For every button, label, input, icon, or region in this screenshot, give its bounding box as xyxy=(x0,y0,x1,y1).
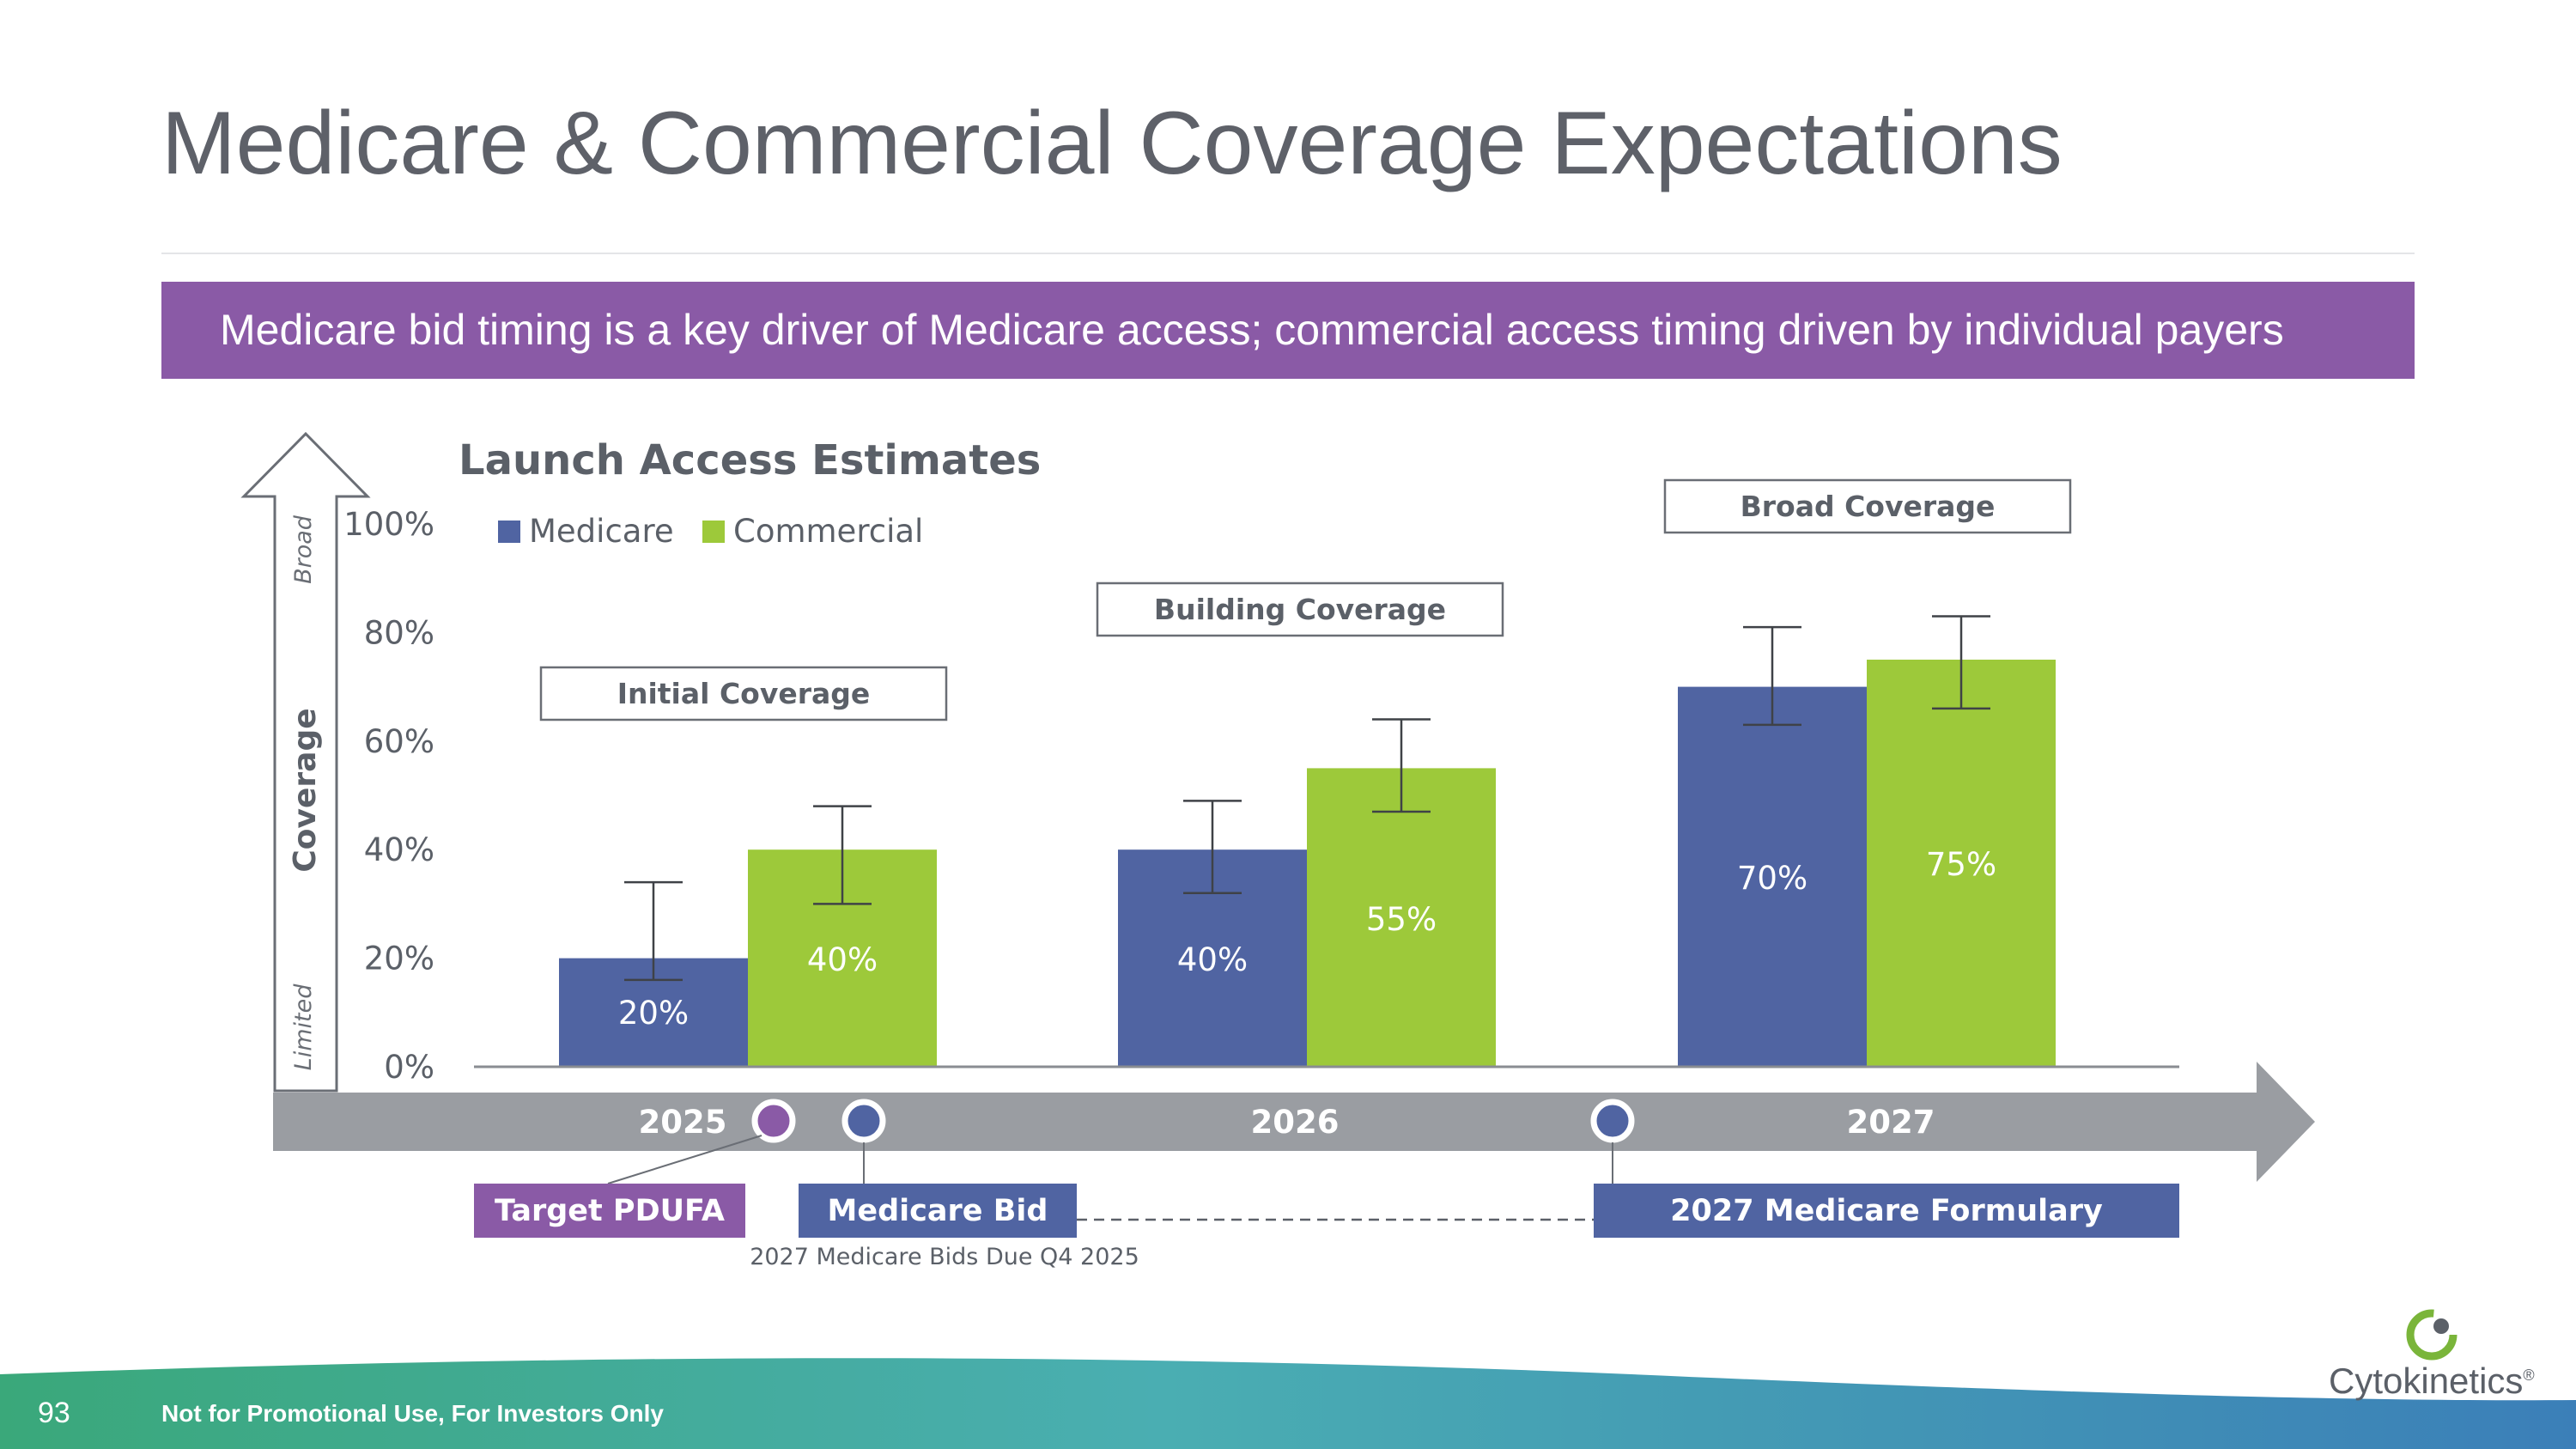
milestone-box-pdufa xyxy=(474,1184,745,1238)
coverage-axis-bottom-label: Limited xyxy=(290,983,317,1071)
legend-medicare-label: Medicare xyxy=(529,513,674,550)
coverage-axis-arrow xyxy=(240,431,371,1093)
company-logo-text: Cytokinetics® xyxy=(2329,1361,2535,1401)
timeline-year-2025: 2025 xyxy=(639,1104,727,1141)
y-tick-label: 100% xyxy=(343,506,434,543)
coverage-axis-title: Coverage xyxy=(288,708,323,872)
data-label-commercial-2025: 40% xyxy=(807,941,878,978)
phase-box-broad xyxy=(1663,478,2072,534)
data-label-medicare-2027: 70% xyxy=(1737,860,1807,897)
milestone-marker-formulary xyxy=(1590,1099,1635,1143)
error-bar-medicare-2027 xyxy=(1743,625,1801,727)
chart-title: Launch Access Estimates xyxy=(459,436,1041,484)
bar-series: 20% 40% 40% 55% 70% 75% xyxy=(559,615,2056,1067)
phase-label-building: Building Coverage xyxy=(1154,593,1446,626)
milestone-label-formulary: 2027 Medicare Formulary xyxy=(1670,1194,2103,1228)
cytokinetics-logo-icon xyxy=(2406,1309,2458,1361)
phase-box-building xyxy=(1096,581,1504,637)
bar-commercial-2026 xyxy=(1307,768,1496,1067)
timeline-year-2026: 2026 xyxy=(1251,1104,1340,1141)
y-tick-label: 80% xyxy=(364,614,434,651)
milestone-marker-pdufa xyxy=(751,1099,796,1143)
bar-medicare-2027 xyxy=(1678,686,1867,1067)
key-message-banner: Medicare bid timing is a key driver of M… xyxy=(161,282,2415,379)
milestone-note-medicare-bid: 2027 Medicare Bids Due Q4 2025 xyxy=(750,1244,1139,1270)
milestone-label-pdufa: Target PDUFA xyxy=(495,1194,725,1228)
data-label-commercial-2027: 75% xyxy=(1926,846,1996,883)
data-label-medicare-2026: 40% xyxy=(1177,941,1248,978)
timeline-arrow xyxy=(273,1062,2315,1182)
phase-label-broad: Broad Coverage xyxy=(1741,490,1996,523)
y-tick-label: 0% xyxy=(384,1049,434,1086)
y-tick-label: 40% xyxy=(364,831,434,868)
error-bar-commercial-2026 xyxy=(1372,718,1431,813)
coverage-axis-top-label: Broad xyxy=(290,514,317,584)
footer-wave xyxy=(0,1358,2576,1449)
page-title: Medicare & Commercial Coverage Expectati… xyxy=(161,94,2063,193)
data-label-medicare-2025: 20% xyxy=(618,995,689,1032)
legend-commercial-label: Commercial xyxy=(733,513,923,550)
registered-mark: ® xyxy=(2523,1367,2535,1384)
connector-pdufa xyxy=(607,1135,762,1184)
milestone-box-formulary xyxy=(1594,1184,2179,1238)
y-axis-ticks: 0% 20% 40% 60% 80% 100% xyxy=(343,506,434,1086)
error-bar-commercial-2027 xyxy=(1932,615,1990,710)
y-tick-label: 60% xyxy=(364,723,434,760)
data-label-commercial-2026: 55% xyxy=(1366,901,1437,938)
footer-disclaimer: Not for Promotional Use, For Investors O… xyxy=(161,1400,664,1427)
phase-label-initial: Initial Coverage xyxy=(617,677,871,710)
phase-box-initial xyxy=(539,666,948,721)
milestone-label-medicare-bid: Medicare Bid xyxy=(828,1194,1048,1228)
title-divider xyxy=(161,253,2415,254)
milestone-box-medicare-bid xyxy=(799,1184,1077,1238)
milestone-marker-medicare-bid xyxy=(841,1099,886,1143)
y-tick-label: 20% xyxy=(364,941,434,977)
error-bar-commercial-2025 xyxy=(813,805,872,905)
error-bar-medicare-2026 xyxy=(1183,800,1242,895)
legend-medicare-swatch xyxy=(498,521,520,543)
timeline-year-2027: 2027 xyxy=(1847,1104,1935,1141)
page-number: 93 xyxy=(38,1397,70,1429)
bar-commercial-2027 xyxy=(1867,660,2056,1067)
legend-commercial-swatch xyxy=(702,521,725,543)
error-bar-medicare-2025 xyxy=(624,880,683,982)
